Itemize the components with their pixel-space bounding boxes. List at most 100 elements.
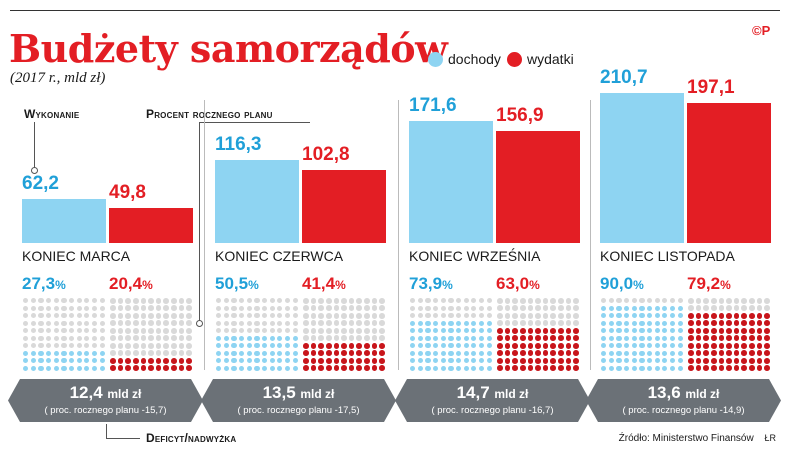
plan-dot bbox=[155, 305, 162, 312]
plan-dot bbox=[726, 365, 732, 372]
plan-dot bbox=[456, 350, 462, 356]
plan-dot bbox=[341, 320, 347, 327]
plan-dot bbox=[756, 350, 763, 357]
plan-dot bbox=[76, 350, 82, 356]
annotation-wykonanie-leader bbox=[34, 122, 35, 170]
plan-dot bbox=[254, 350, 260, 356]
plan-dot bbox=[573, 357, 579, 364]
plan-dot bbox=[647, 313, 653, 319]
plan-dot bbox=[140, 320, 147, 327]
plan-dot bbox=[741, 335, 748, 342]
plan-dot bbox=[186, 305, 192, 312]
plan-dot bbox=[463, 313, 469, 319]
plan-dot bbox=[440, 335, 446, 341]
plan-dot bbox=[178, 342, 185, 349]
plan-percent-wydatki-koniec-marca: 20,4% bbox=[109, 274, 153, 294]
plan-dot bbox=[456, 328, 462, 334]
plan-dot bbox=[616, 343, 622, 349]
plan-dot bbox=[718, 365, 725, 372]
plan-dot bbox=[110, 312, 116, 319]
top-rule bbox=[10, 10, 780, 11]
plan-dot bbox=[558, 327, 564, 334]
plan-dot bbox=[463, 358, 469, 364]
plan-dot bbox=[733, 342, 740, 349]
plan-dot bbox=[463, 343, 469, 349]
plan-dot bbox=[254, 305, 260, 311]
plan-dot bbox=[478, 320, 485, 326]
plan-dot bbox=[764, 297, 770, 304]
plan-dot bbox=[239, 335, 245, 341]
plan-dot bbox=[688, 327, 694, 334]
plan-dot bbox=[356, 327, 363, 334]
plan-dot bbox=[348, 335, 355, 342]
plan-dot bbox=[231, 305, 237, 311]
plan-dot bbox=[277, 358, 283, 364]
plan-dot bbox=[410, 298, 416, 304]
plan-dot bbox=[733, 297, 740, 304]
plan-dot bbox=[76, 328, 82, 334]
plan-dot bbox=[519, 312, 526, 319]
plan-dot bbox=[303, 357, 309, 364]
plan-dot bbox=[61, 305, 67, 311]
plan-dot bbox=[741, 327, 748, 334]
plan-dot bbox=[512, 312, 518, 319]
plan-dot bbox=[639, 343, 645, 349]
plan-dot bbox=[631, 350, 637, 356]
plan-dot bbox=[535, 342, 541, 349]
plan-percent-value: 73,9 bbox=[409, 274, 443, 293]
deficit-value: 13,5 mld zł bbox=[201, 383, 396, 403]
plan-dot bbox=[254, 343, 260, 349]
plan-dot bbox=[46, 320, 52, 326]
plan-dot bbox=[662, 298, 668, 304]
plan-dot bbox=[117, 312, 124, 319]
plan-percent-value: 50,5 bbox=[215, 274, 249, 293]
plan-dot bbox=[573, 342, 579, 349]
plan-dot bbox=[639, 328, 645, 334]
plan-dot bbox=[542, 350, 549, 357]
plan-dot bbox=[433, 328, 439, 334]
annotation-deficyt: Deficyt/nadwyżka bbox=[146, 431, 237, 445]
plan-dot bbox=[542, 357, 549, 364]
plan-dot bbox=[186, 365, 192, 372]
plan-dot bbox=[254, 298, 260, 304]
plan-dot bbox=[718, 320, 725, 327]
plan-dot bbox=[254, 320, 260, 326]
plan-dot bbox=[69, 305, 75, 311]
plan-dot bbox=[318, 350, 324, 357]
plan-dot bbox=[756, 320, 763, 327]
plan-dot bbox=[703, 297, 709, 304]
plan-dot bbox=[163, 305, 170, 312]
plan-dot bbox=[371, 320, 378, 327]
plan-dot bbox=[756, 305, 763, 312]
plan-dot bbox=[631, 328, 637, 334]
plan-dot bbox=[486, 343, 492, 349]
plan-dot bbox=[695, 335, 702, 342]
plan-dot bbox=[38, 298, 44, 304]
plan-dot bbox=[61, 358, 67, 364]
plan-dot bbox=[117, 320, 124, 327]
plan-dot bbox=[647, 298, 653, 304]
plan-dot bbox=[371, 357, 378, 364]
plan-dot bbox=[356, 350, 363, 357]
plan-dot bbox=[677, 313, 683, 319]
plan-dot bbox=[53, 328, 59, 334]
plan-dot bbox=[601, 343, 607, 349]
plan-dot bbox=[84, 335, 90, 341]
plan-dot bbox=[23, 343, 29, 349]
panel-separator bbox=[398, 100, 399, 370]
plan-dot bbox=[756, 312, 763, 319]
plan-dot bbox=[497, 327, 503, 334]
bar-dochody-koniec-czerwca bbox=[215, 160, 299, 243]
plan-dot bbox=[756, 342, 763, 349]
plan-dot bbox=[284, 343, 291, 349]
plan-dot bbox=[448, 350, 454, 356]
plan-dot bbox=[30, 313, 37, 319]
plan-dot bbox=[364, 357, 370, 364]
plan-dot bbox=[448, 305, 454, 311]
plan-dot bbox=[292, 358, 298, 364]
plan-dot bbox=[631, 305, 637, 311]
plan-dot bbox=[155, 320, 162, 327]
plan-dot bbox=[448, 298, 454, 304]
plan-percent-sign: % bbox=[55, 278, 66, 292]
plan-dot bbox=[84, 358, 90, 364]
